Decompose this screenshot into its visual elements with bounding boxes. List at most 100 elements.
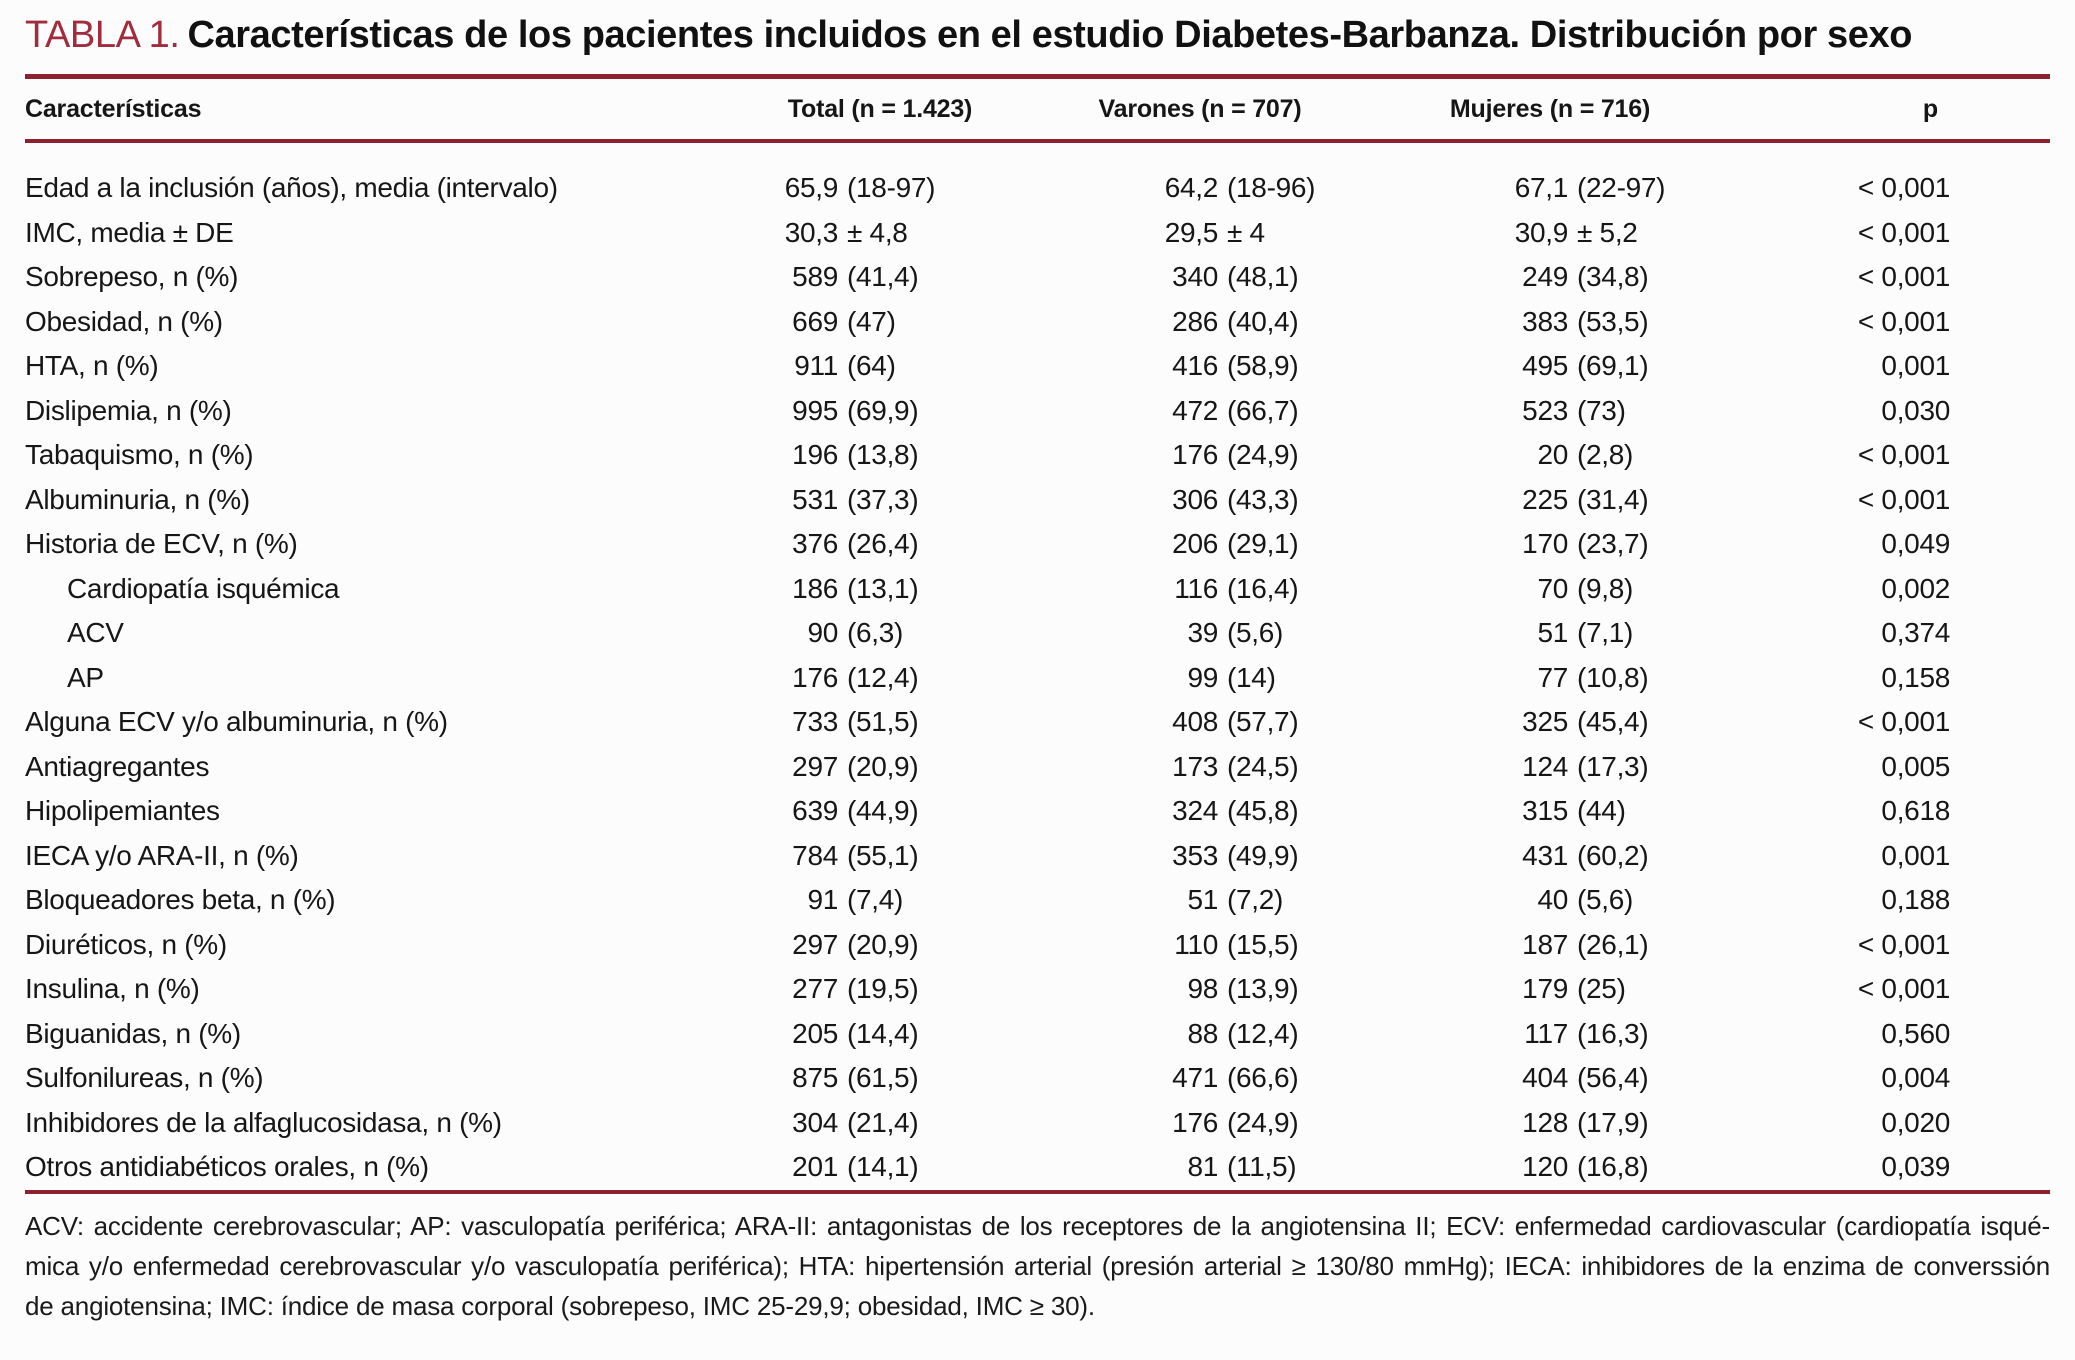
- value-detail: (66,7): [1227, 394, 1299, 426]
- value-detail: (56,4): [1577, 1062, 1649, 1094]
- table-footnote: ACV: accidente cerebrovascular; AP: vasc…: [25, 1206, 2050, 1326]
- cell-mujeres: 128 (17,9): [1375, 1107, 1725, 1139]
- row-label: Inhibidores de la alfaglucosidasa, n (%): [25, 1106, 502, 1138]
- value-number: 325: [1522, 706, 1568, 738]
- value-detail: (7,1): [1577, 617, 1634, 649]
- cell-varones: 99 (14): [1025, 662, 1375, 694]
- cell-mujeres: 124 (17,3): [1375, 751, 1725, 783]
- value-detail: (7,2): [1227, 884, 1284, 916]
- cell-mujeres: 187 (26,1): [1375, 929, 1725, 961]
- row-label: Bloqueadores beta, n (%): [25, 884, 336, 916]
- cell-p-value: 0,039: [1881, 1151, 1950, 1183]
- cell-p-value: 0,049: [1881, 528, 1950, 560]
- column-header-caracteristicas: Características: [25, 94, 202, 123]
- table-row: Diuréticos, n (%) 297 (20,9) 110 (15,5) 187 (2…: [25, 923, 2050, 968]
- value-detail: (14): [1227, 661, 1276, 693]
- value-number: 589: [792, 261, 838, 293]
- value-detail: (18-96): [1227, 172, 1316, 204]
- divider-header: [25, 139, 2050, 143]
- cell-mujeres: 117 (16,3): [1375, 1018, 1725, 1050]
- value-detail: (12,4): [1227, 1017, 1299, 1049]
- cell-total: 277 (19,5): [735, 973, 1025, 1005]
- value-number: 297: [792, 750, 838, 782]
- value-detail: (60,2): [1577, 839, 1649, 871]
- value-number: 286: [1172, 305, 1218, 337]
- table-row: Historia de ECV, n (%) 376 (26,4) 206 (29,1)…: [25, 522, 2050, 567]
- table-body: Edad a la inclusión (años), media (inter…: [25, 143, 2050, 1190]
- table-row: Edad a la inclusión (años), media (inter…: [25, 166, 2050, 211]
- value-number: 110: [1174, 928, 1218, 960]
- row-label: Alguna ECV y/o albuminuria, n (%): [25, 706, 448, 738]
- value-detail: (13,8): [847, 439, 919, 471]
- cell-total: 589 (41,4): [735, 261, 1025, 293]
- cell-varones: 340 (48,1): [1025, 261, 1375, 293]
- cell-total: 201 (14,1): [735, 1151, 1025, 1183]
- value-number: 431: [1522, 839, 1568, 871]
- value-detail: (16,3): [1577, 1017, 1649, 1049]
- row-label: HTA, n (%): [25, 350, 159, 382]
- cell-varones: 286 (40,4): [1025, 306, 1375, 338]
- row-label: Historia de ECV, n (%): [25, 528, 298, 560]
- cell-total: 669 (47): [735, 306, 1025, 338]
- value-detail: (73): [1577, 394, 1626, 426]
- value-number: 30,3: [784, 216, 839, 248]
- cell-total: 90 (6,3): [735, 617, 1025, 649]
- cell-p-value: 0,002: [1881, 572, 1950, 604]
- cell-p-value: < 0,001: [1857, 928, 1950, 960]
- cell-p-value: < 0,001: [1857, 483, 1950, 515]
- value-detail: (5,6): [1577, 884, 1634, 916]
- value-detail: (37,3): [847, 483, 919, 515]
- value-number: 404: [1522, 1062, 1568, 1094]
- table-row: Insulina, n (%) 277 (19,5) 98 (13,9) 179 (25) <…: [25, 967, 2050, 1012]
- value-number: 77: [1537, 661, 1568, 693]
- cell-mujeres: 225 (31,4): [1375, 484, 1725, 516]
- cell-total: 911 (64): [735, 350, 1025, 382]
- cell-total: 91 (7,4): [735, 884, 1025, 916]
- value-number: 179: [1522, 973, 1568, 1005]
- cell-varones: 353 (49,9): [1025, 840, 1375, 872]
- cell-p-value: 0,004: [1881, 1062, 1950, 1094]
- value-detail: (11,5): [1227, 1151, 1297, 1183]
- cell-varones: 110 (15,5): [1025, 929, 1375, 961]
- table-row: Hipolipemiantes 639 (44,9) 324 (45,8) 315 (44)…: [25, 789, 2050, 834]
- table-row: Sobrepeso, n (%) 589 (41,4) 340 (48,1) 249 (34…: [25, 255, 2050, 300]
- table-row: Otros antidiabéticos orales, n (%) 201 (14…: [25, 1145, 2050, 1190]
- cell-mujeres: 325 (45,4): [1375, 706, 1725, 738]
- cell-total: 875 (61,5): [735, 1062, 1025, 1094]
- cell-mujeres: 40 (5,6): [1375, 884, 1725, 916]
- table-row: Antiagregantes 297 (20,9) 173 (24,5) 124 (17,3…: [25, 745, 2050, 790]
- cell-total: 297 (20,9): [735, 751, 1025, 783]
- value-number: 531: [792, 483, 838, 515]
- cell-varones: 173 (24,5): [1025, 751, 1375, 783]
- value-number: 90: [807, 617, 838, 649]
- value-number: 523: [1522, 394, 1568, 426]
- table-figure: TABLA 1. Características de los pacientes…: [25, 10, 2050, 1326]
- cell-mujeres: 30,9 ± 5,2: [1375, 217, 1725, 249]
- value-detail: (14,1): [847, 1151, 919, 1183]
- column-header-mujeres: Mujeres (n = 716): [1449, 94, 1651, 123]
- cell-p-value: < 0,001: [1857, 706, 1950, 738]
- footnote-line: mica y/o enfermedad cerebrovascular y/o …: [25, 1250, 2050, 1281]
- cell-mujeres: 67,1 (22-97): [1375, 172, 1725, 204]
- value-number: 51: [1537, 617, 1568, 649]
- value-detail: (48,1): [1227, 261, 1299, 293]
- row-label: IMC, media ± DE: [25, 216, 234, 248]
- row-label: AP: [67, 661, 104, 693]
- value-detail: (61,5): [847, 1062, 919, 1094]
- cell-varones: 51 (7,2): [1025, 884, 1375, 916]
- value-detail: (29,1): [1227, 528, 1299, 560]
- value-number: 206: [1172, 528, 1218, 560]
- value-number: 176: [792, 661, 838, 693]
- value-detail: (2,8): [1577, 439, 1634, 471]
- cell-varones: 81 (11,5): [1025, 1151, 1375, 1183]
- cell-p-value: 0,005: [1881, 750, 1950, 782]
- cell-total: 205 (14,4): [735, 1018, 1025, 1050]
- value-detail: (16,8): [1577, 1151, 1649, 1183]
- row-label: Cardiopatía isquémica: [67, 572, 340, 604]
- cell-p-value: 0,374: [1881, 617, 1950, 649]
- cell-mujeres: 51 (7,1): [1375, 617, 1725, 649]
- value-number: 120: [1522, 1151, 1568, 1183]
- value-detail: (53,5): [1577, 305, 1649, 337]
- column-header-p: p: [1922, 94, 1938, 123]
- column-header-varones: Varones (n = 707): [1098, 94, 1302, 123]
